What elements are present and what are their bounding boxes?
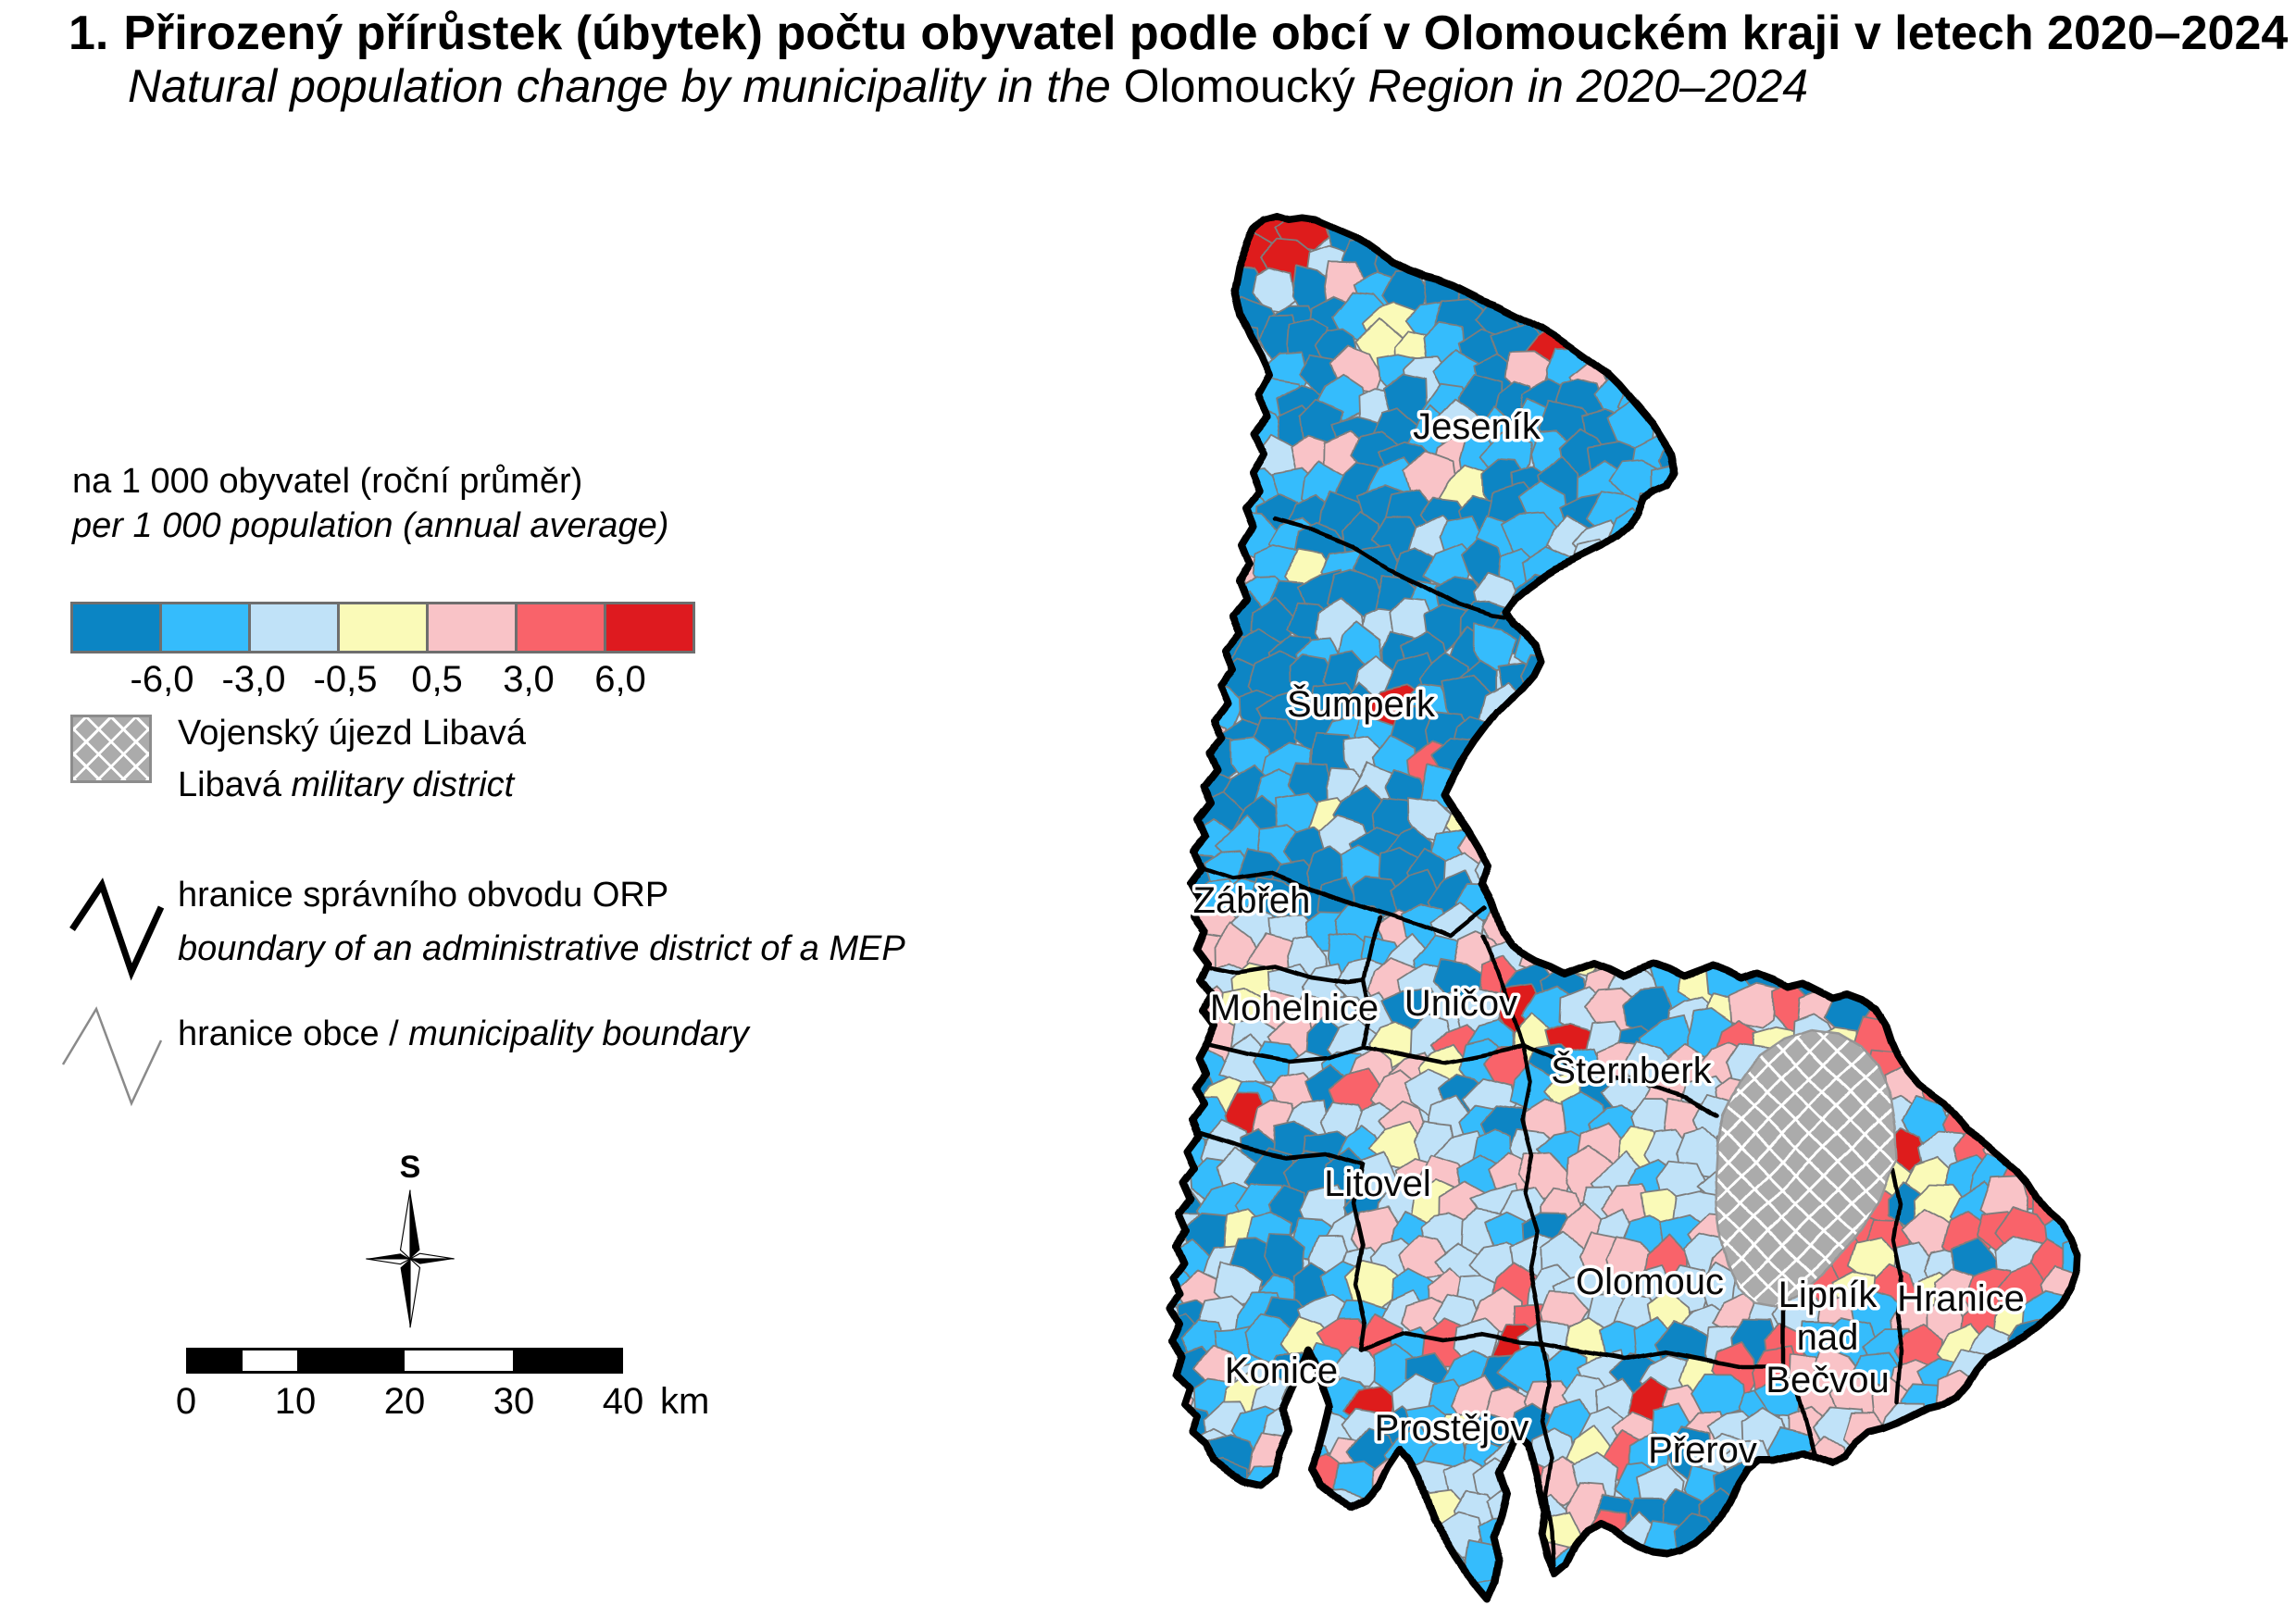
military-district-label-cs: Vojenský újezd Libavá: [178, 714, 527, 753]
map-label-mohelnice: Mohelnice: [1210, 988, 1379, 1028]
scale-tick: 10: [274, 1381, 317, 1422]
map-label-unicov: Uničov: [1404, 983, 1517, 1024]
region-outline: [1166, 213, 2081, 1603]
scale-segment: [405, 1350, 513, 1371]
orp-boundary-label: hranice správního obvodu ORP boundary of…: [178, 868, 905, 976]
legend-break: -6,0: [130, 659, 194, 700]
legend-break: 0,5: [411, 659, 463, 700]
map-label-prostejov: Prostějov: [1375, 1408, 1529, 1449]
scale-tick: 40: [602, 1381, 644, 1422]
orp-boundary-label-en: boundary of an administrative district o…: [178, 929, 905, 968]
legend-color-scale: [70, 602, 695, 653]
legend-unit-cs: na 1 000 obyvatel (roční průměr): [72, 462, 583, 501]
map-label-sternberk: Šternberk: [1551, 1050, 1712, 1091]
municipality-cell: [1334, 1345, 1381, 1388]
municipality-boundary-label-en: municipality boundary: [408, 1014, 749, 1053]
legend-class-swatch: [337, 602, 429, 653]
map-label-prerov: Přerov: [1648, 1430, 1757, 1471]
legend-class-swatch: [426, 602, 518, 653]
municipality-boundary-label-cs: hranice obce /: [178, 1014, 409, 1053]
scale-unit: km: [660, 1381, 710, 1422]
scale-segment: [296, 1350, 405, 1371]
subtitle-en-suffix: Region in 2020–2024: [1354, 60, 1809, 112]
scale-segment: [512, 1350, 620, 1371]
legend-class-breaks: -6,0 -3,0 -0,5 0,5 3,0 6,0: [70, 659, 712, 705]
scale-tick: 20: [383, 1381, 426, 1422]
legend-break: -0,5: [313, 659, 378, 700]
scale-tick: 0: [175, 1381, 197, 1422]
military-district-italic: military district: [291, 765, 515, 804]
compass-north-label: S: [399, 1150, 421, 1185]
orp-boundary-label-cs: hranice správního obvodu ORP: [178, 876, 669, 915]
scale-segment: [189, 1350, 243, 1371]
legend-break: 6,0: [594, 659, 646, 700]
map-label-sumperk: Šumperk: [1287, 683, 1436, 725]
map-label-hranice: Hranice: [1897, 1278, 2025, 1319]
scale-bar-segments: [186, 1348, 623, 1374]
scale-bar-labels: 0 10 20 30 40 km: [176, 1381, 709, 1427]
municipality-cell: [1316, 1489, 1368, 1530]
map-labels: Jeseník Šumperk Zábřeh Mohelnice Uničov Štern…: [1190, 404, 2028, 1475]
legend-unit-label: na 1 000 obyvatel (roční průměr) per 1 0…: [72, 459, 668, 548]
subtitle-en-prefix: Natural population change by municipalit…: [128, 60, 1124, 112]
map-label-litovel: Litovel: [1324, 1164, 1431, 1204]
military-district-label-en: Libavá military district: [178, 759, 526, 811]
compass-rose: S: [359, 1151, 461, 1338]
subtitle-en-proper: Olomoucký: [1123, 60, 1355, 112]
military-district-area: [1713, 1027, 1898, 1309]
military-district-label: Vojenský újezd Libavá Libavá military di…: [178, 707, 526, 811]
legend-break: 3,0: [503, 659, 555, 700]
scale-bar: 0 10 20 30 40 km: [176, 1348, 709, 1427]
legend-class-swatch: [515, 602, 606, 653]
scale-tick: 30: [493, 1381, 535, 1422]
compass-star-icon: [366, 1189, 455, 1328]
legend-class-swatch: [604, 602, 695, 653]
legend-class-swatch: [248, 602, 340, 653]
municipality-cell: [1169, 1159, 1189, 1215]
map-label-konice: Konice: [1225, 1350, 1338, 1391]
scale-segment: [243, 1350, 297, 1371]
municipality-boundary-sample-line: [61, 1006, 163, 1107]
military-district-swatch: [70, 715, 152, 783]
map-label-olomouc: Olomouc: [1576, 1262, 1724, 1302]
title-number: 1.: [69, 6, 109, 60]
military-district-proper: Libavá: [178, 765, 292, 804]
municipality-boundary-label: hranice obce / municipality boundary: [178, 1014, 749, 1054]
title-text-cs: Přirozený přírůstek (úbytek) počtu obyva…: [123, 6, 2289, 60]
page-title: 1. Přirozený přírůstek (úbytek) počtu ob…: [69, 6, 2288, 61]
map-label-lipnik: Lipník nad Bečvou: [1766, 1275, 1889, 1400]
legend-unit-en: per 1 000 population (annual average): [72, 506, 669, 545]
map-label-zabreh: Zábřeh: [1193, 880, 1311, 921]
page-subtitle: Natural population change by municipalit…: [128, 59, 1808, 113]
map-label-jesenik: Jeseník: [1413, 406, 1541, 447]
orp-boundary-sample-line: [69, 877, 165, 981]
legend-break: -3,0: [221, 659, 286, 700]
